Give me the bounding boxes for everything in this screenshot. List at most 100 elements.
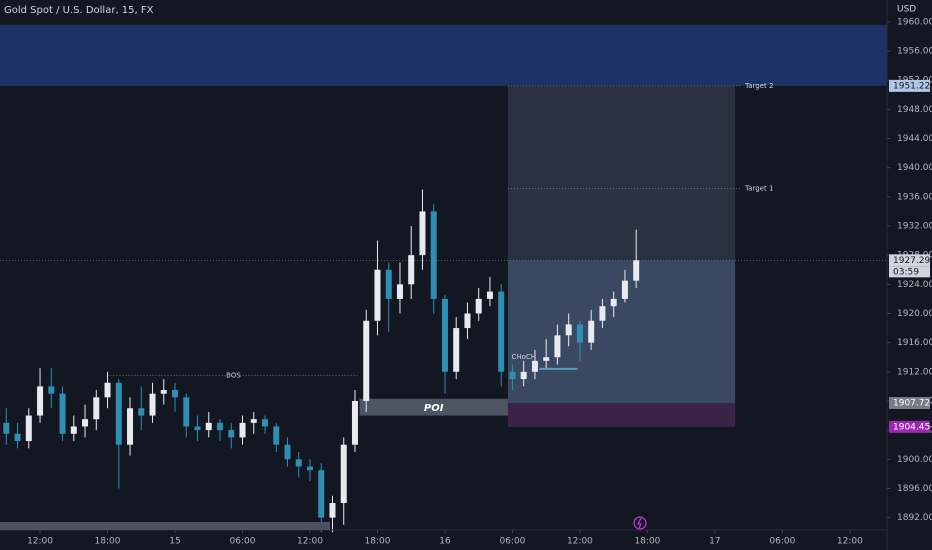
y-tick-label: 1956.00 (897, 47, 932, 57)
entry-price-label-bg (889, 397, 930, 410)
plot-area: Target 2 Target 1 BOS POI CHoCH (0, 24, 887, 533)
x-tick-label: 18:00 (634, 537, 660, 547)
y-tick-label: 1924.00 (897, 280, 932, 290)
candle-body (543, 357, 550, 361)
candle-body (295, 459, 302, 467)
candle-body (329, 503, 336, 518)
candle-body (430, 211, 437, 299)
candle-body (104, 382, 111, 398)
x-tick-label: 12:00 (567, 537, 593, 547)
candle-body (509, 371, 516, 380)
x-tick-label: 06:00 (769, 537, 795, 547)
candle-body (621, 280, 628, 299)
candle-body (37, 386, 44, 416)
y-tick-label: 1900.00 (897, 455, 932, 465)
candle-body (408, 255, 415, 285)
candle-body (14, 433, 21, 442)
candle-body (475, 298, 482, 314)
x-tick-label: 06:00 (230, 537, 256, 547)
candle-body (138, 408, 145, 416)
last-price-label: 1927.29 (893, 256, 930, 266)
candle-body (498, 291, 505, 372)
entry-price-label: 1907.72 (893, 399, 930, 409)
candle-body (261, 419, 268, 427)
volume-bar (0, 522, 330, 530)
candle-body (25, 415, 32, 442)
candle-body (273, 426, 280, 445)
candle-body (93, 397, 100, 420)
target-price-label: 1951.22 (893, 81, 930, 91)
y-tick-label: 1920.00 (897, 309, 932, 319)
candle-body (250, 419, 257, 423)
candle-body (351, 400, 358, 445)
x-tick-label: 06:00 (499, 537, 525, 547)
stop-price-label: 1904.45 (893, 422, 930, 432)
x-tick-label: 18:00 (95, 537, 121, 547)
x-tick-label: 15 (169, 537, 180, 547)
candle-body (82, 419, 89, 427)
stop-price-label-bg (889, 420, 930, 433)
countdown-label: 03:59 (893, 267, 919, 277)
candle-body (239, 422, 246, 438)
candle-body (115, 382, 122, 445)
y-tick-label: 1960.00 (897, 17, 932, 27)
candle-body (441, 298, 448, 372)
candle-body (70, 426, 77, 434)
poi-zone (359, 398, 508, 416)
candle-body (565, 324, 572, 336)
candle-body (374, 269, 381, 321)
candle-body (160, 390, 167, 394)
x-tick-label: 12:00 (837, 537, 863, 547)
candle-body (172, 390, 179, 398)
candle-body (531, 360, 538, 372)
x-tick-label: 17 (709, 537, 720, 547)
x-tick-label: 12:00 (297, 537, 323, 547)
y-tick-label: 1940.00 (897, 163, 932, 173)
candle-body (610, 298, 617, 307)
countdown-bg (889, 266, 930, 278)
x-tick-label: 18:00 (365, 537, 391, 547)
candle-body (306, 466, 313, 471)
alert-icon[interactable] (633, 516, 647, 530)
candle-body (284, 444, 291, 460)
candle-body (183, 397, 190, 427)
candle-body (599, 306, 606, 321)
candle-body (340, 444, 347, 504)
target-price-label-bg (889, 79, 930, 92)
y-tick-label: 1944.00 (897, 134, 932, 144)
candle-body (520, 371, 527, 380)
x-tick-label: 12:00 (27, 537, 53, 547)
y-tick-label: 1932.00 (897, 221, 932, 231)
supply-zone (0, 24, 887, 86)
candle-body (194, 426, 201, 431)
target-label: Target 1 (744, 184, 773, 192)
y-tick-label: 1948.00 (897, 105, 932, 115)
candle-body (318, 470, 325, 518)
y-tick-label: 1912.00 (897, 367, 932, 377)
candle-body (228, 430, 235, 438)
bos-label: BOS (226, 371, 241, 379)
candle-body (576, 324, 583, 343)
target-zone (507, 85, 736, 261)
candle-body (205, 422, 212, 431)
candle-body (363, 320, 370, 401)
candle-body (554, 335, 561, 358)
candle-body (48, 386, 55, 394)
alert-icon (637, 517, 642, 529)
candle-body (419, 211, 426, 256)
y-tick-label: 1896.00 (897, 484, 932, 494)
target-label: Target 2 (744, 82, 773, 90)
candle-body (59, 393, 66, 434)
candle-body (396, 284, 403, 299)
candle-body (385, 269, 392, 299)
y-tick-label: 1936.00 (897, 192, 932, 202)
stop-zone (507, 403, 736, 427)
last-price-label-bg (889, 254, 930, 267)
candle-body (464, 313, 471, 329)
poi-label: POI (424, 403, 444, 414)
candle-body (588, 320, 595, 343)
candle-body (217, 422, 224, 431)
profit-zone (507, 260, 736, 404)
